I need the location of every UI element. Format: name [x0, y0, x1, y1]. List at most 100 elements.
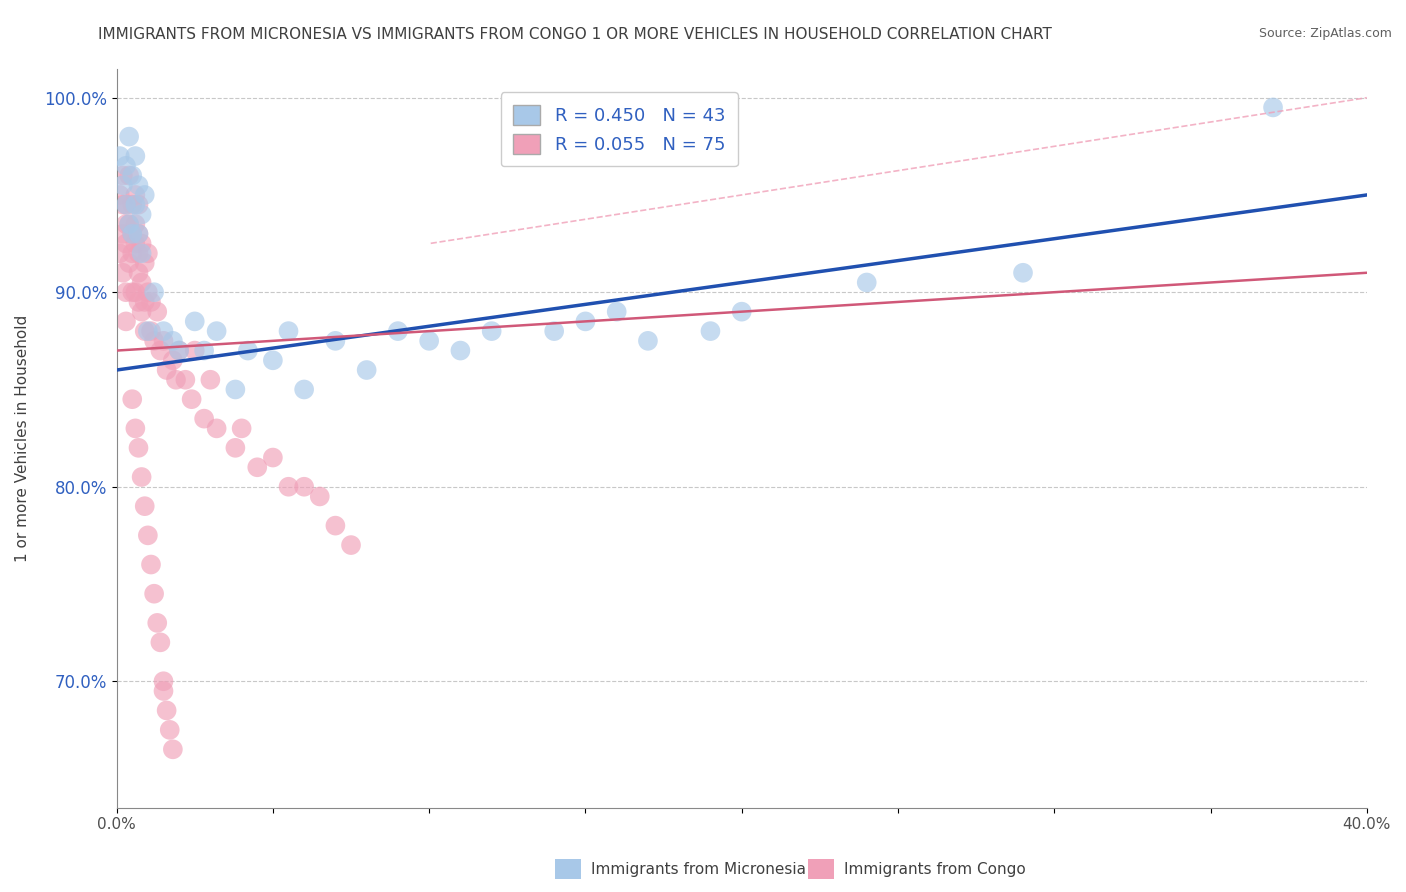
Point [127, 246, 149, 260]
Point [131, 304, 153, 318]
Point [124, 149, 146, 163]
Point [224, 383, 246, 397]
Point [131, 236, 153, 251]
Point [115, 314, 138, 328]
Point [193, 411, 215, 425]
Point [131, 276, 153, 290]
Point [139, 324, 162, 338]
Point [115, 217, 138, 231]
Point [277, 324, 299, 338]
Point [262, 353, 284, 368]
Point [134, 324, 156, 338]
Point [121, 246, 143, 260]
Point [152, 334, 174, 348]
Point [118, 169, 141, 183]
Point [325, 518, 347, 533]
Point [134, 188, 156, 202]
Point [292, 383, 315, 397]
Point [127, 197, 149, 211]
Point [574, 314, 596, 328]
Point [184, 343, 207, 358]
Point [134, 499, 156, 513]
Point [124, 217, 146, 231]
Point [134, 294, 156, 309]
Text: Immigrants from Congo: Immigrants from Congo [844, 863, 1025, 877]
Point [131, 207, 153, 221]
Point [127, 294, 149, 309]
Point [149, 635, 172, 649]
Point [115, 197, 138, 211]
Point [127, 227, 149, 241]
Point [111, 266, 134, 280]
Point [134, 256, 156, 270]
Point [127, 441, 149, 455]
FancyBboxPatch shape [808, 859, 834, 879]
Point [115, 236, 138, 251]
Point [124, 197, 146, 211]
Point [236, 343, 259, 358]
Point [115, 159, 138, 173]
Point [121, 169, 143, 183]
Point [699, 324, 721, 338]
Point [111, 227, 134, 241]
Point [124, 285, 146, 300]
Point [139, 294, 162, 309]
Point [205, 421, 228, 435]
Point [124, 236, 146, 251]
Point [118, 217, 141, 231]
Point [165, 373, 187, 387]
Point [387, 324, 409, 338]
Point [152, 684, 174, 698]
Point [156, 703, 179, 717]
Point [174, 373, 197, 387]
Point [184, 314, 207, 328]
Point [143, 334, 166, 348]
Point [108, 149, 131, 163]
Point [139, 558, 162, 572]
Point [108, 246, 131, 260]
Point [418, 334, 440, 348]
Point [1012, 266, 1035, 280]
Point [606, 304, 628, 318]
Point [159, 723, 181, 737]
Point [292, 480, 315, 494]
Point [115, 285, 138, 300]
Point [325, 334, 347, 348]
Point [131, 246, 153, 260]
Point [121, 197, 143, 211]
Point [136, 246, 159, 260]
Point [121, 392, 143, 407]
Point [1261, 100, 1284, 114]
Point [167, 343, 190, 358]
Point [246, 460, 269, 475]
Point [162, 334, 184, 348]
Point [143, 285, 166, 300]
Y-axis label: 1 or more Vehicles in Household: 1 or more Vehicles in Household [15, 315, 30, 562]
Point [180, 392, 202, 407]
Point [127, 266, 149, 280]
Point [162, 742, 184, 756]
Point [124, 421, 146, 435]
Text: Immigrants from Micronesia: Immigrants from Micronesia [591, 863, 806, 877]
Point [277, 480, 299, 494]
Point [124, 188, 146, 202]
Point [308, 490, 330, 504]
Point [152, 674, 174, 689]
Point [131, 470, 153, 484]
Point [111, 178, 134, 193]
FancyBboxPatch shape [555, 859, 581, 879]
Point [200, 373, 222, 387]
Point [637, 334, 659, 348]
Point [205, 324, 228, 338]
Point [127, 227, 149, 241]
Text: IMMIGRANTS FROM MICRONESIA VS IMMIGRANTS FROM CONGO 1 OR MORE VEHICLES IN HOUSEH: IMMIGRANTS FROM MICRONESIA VS IMMIGRANTS… [98, 27, 1052, 42]
Point [118, 217, 141, 231]
Legend: R = 0.450   N = 43, R = 0.055   N = 75: R = 0.450 N = 43, R = 0.055 N = 75 [501, 93, 738, 167]
Point [146, 615, 169, 630]
Point [118, 129, 141, 144]
Point [118, 256, 141, 270]
Point [162, 353, 184, 368]
Point [152, 324, 174, 338]
Point [136, 285, 159, 300]
Point [481, 324, 503, 338]
